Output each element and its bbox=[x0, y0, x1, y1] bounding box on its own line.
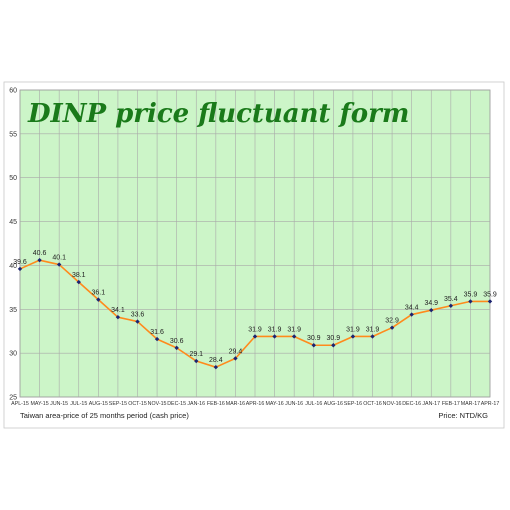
data-point bbox=[56, 262, 62, 267]
y-tick-label: 40 bbox=[9, 263, 17, 270]
y-tick-label: 50 bbox=[9, 175, 17, 182]
data-label: 31.9 bbox=[248, 326, 262, 333]
data-point bbox=[96, 297, 101, 302]
data-point bbox=[37, 257, 42, 263]
data-label: 32.9 bbox=[385, 318, 399, 325]
x-tick-label: FEB-16 bbox=[207, 401, 225, 407]
data-point bbox=[233, 356, 238, 361]
x-tick-label: FEB-17 bbox=[442, 401, 460, 407]
data-point bbox=[76, 279, 81, 285]
data-point bbox=[272, 334, 277, 339]
data-label: 28.4 bbox=[209, 357, 223, 364]
x-tick-label: APR-17 bbox=[481, 401, 500, 407]
data-labels: 39.6 40.6 40.1 38.1 36.1 34.1 33.6 31.6 30.6 29.1… bbox=[13, 250, 497, 364]
y-tick-label: 30 bbox=[9, 351, 17, 358]
x-tick-label: AUG-15 bbox=[89, 401, 108, 407]
data-label: 40.1 bbox=[52, 255, 66, 262]
y-tick-label: 55 bbox=[9, 131, 17, 138]
series-markers bbox=[17, 257, 493, 370]
x-tick-label: DEC-15 bbox=[167, 401, 186, 407]
x-tick-label: NOV-15 bbox=[148, 401, 167, 407]
x-tick-label: OCT-15 bbox=[128, 401, 147, 407]
data-label: 35.9 bbox=[464, 291, 478, 298]
y-axis-title: Price: NTD/KG bbox=[438, 411, 488, 420]
x-tick-label: MAY-16 bbox=[265, 401, 283, 407]
x-tick-label: OCT-16 bbox=[363, 401, 382, 407]
x-tick-label: JUL-15 bbox=[70, 401, 87, 407]
y-tick-label: 35 bbox=[9, 307, 17, 314]
data-point bbox=[213, 364, 219, 370]
y-tick-label: 60 bbox=[9, 88, 17, 95]
x-tick-label: DEC-16 bbox=[402, 401, 421, 407]
data-label: 31.9 bbox=[346, 326, 360, 333]
data-label: 29.4 bbox=[229, 348, 243, 355]
x-tick-label: JAN-17 bbox=[422, 401, 440, 407]
x-tick-label: JUL-16 bbox=[305, 401, 322, 407]
data-label: 34.9 bbox=[424, 300, 438, 307]
x-tick-label: MAR-17 bbox=[461, 401, 480, 407]
data-label: 35.9 bbox=[483, 291, 497, 298]
data-label: 35.4 bbox=[444, 296, 458, 303]
data-point bbox=[370, 334, 375, 339]
data-point bbox=[252, 334, 258, 339]
x-tick-label: JUN-15 bbox=[50, 401, 68, 407]
x-axis-ticks: APL-15 MAY-15 JUN-15 JUL-15 AUG-15 SEP-15 OCT-… bbox=[11, 401, 499, 407]
x-tick-label: SEP-16 bbox=[344, 401, 362, 407]
chart-title: DINP price fluctuant form bbox=[27, 99, 409, 129]
data-label: 34.4 bbox=[405, 305, 419, 312]
data-label: 34.1 bbox=[111, 307, 125, 314]
x-tick-label: APL-15 bbox=[11, 401, 29, 407]
data-label: 30.9 bbox=[307, 335, 321, 342]
x-tick-label: JUN-16 bbox=[285, 401, 303, 407]
data-point bbox=[487, 299, 493, 304]
data-point bbox=[311, 343, 316, 348]
data-point bbox=[154, 336, 160, 342]
x-tick-label: APR-16 bbox=[246, 401, 265, 407]
data-label: 31.9 bbox=[268, 326, 282, 333]
x-tick-label: JAN-16 bbox=[187, 401, 205, 407]
data-point bbox=[448, 303, 454, 308]
data-point bbox=[135, 319, 140, 324]
data-point bbox=[429, 307, 434, 313]
x-axis-title: Taiwan area-price of 25 months period (c… bbox=[20, 411, 189, 420]
x-tick-label: MAY-15 bbox=[30, 401, 48, 407]
x-tick-label: SEP-15 bbox=[109, 401, 127, 407]
data-point bbox=[468, 299, 473, 304]
data-label: 33.6 bbox=[131, 312, 145, 319]
data-point bbox=[194, 358, 199, 364]
x-tick-label: NOV-16 bbox=[383, 401, 402, 407]
data-label: 30.9 bbox=[327, 335, 341, 342]
y-axis-ticks: 25 30 35 40 45 50 55 60 bbox=[9, 88, 17, 402]
data-point bbox=[389, 325, 395, 330]
y-tick-label: 25 bbox=[9, 395, 17, 402]
data-point bbox=[331, 343, 336, 348]
y-tick-label: 45 bbox=[9, 219, 17, 226]
data-point bbox=[291, 334, 297, 339]
data-point bbox=[409, 312, 414, 317]
data-point bbox=[350, 334, 356, 339]
data-label: 29.1 bbox=[189, 351, 203, 358]
data-point bbox=[174, 345, 179, 351]
gridlines bbox=[19, 89, 491, 398]
data-label: 31.9 bbox=[287, 326, 301, 333]
data-label: 30.6 bbox=[170, 338, 184, 345]
data-point bbox=[115, 314, 121, 320]
data-label: 31.6 bbox=[150, 329, 164, 336]
data-label: 40.6 bbox=[33, 250, 47, 257]
data-label: 38.1 bbox=[72, 272, 86, 279]
data-point bbox=[17, 266, 23, 272]
data-label: 39.6 bbox=[13, 259, 27, 266]
x-tick-label: MAR-16 bbox=[226, 401, 245, 407]
x-tick-label: AUG-16 bbox=[324, 401, 343, 407]
data-label: 31.9 bbox=[366, 326, 380, 333]
data-label: 36.1 bbox=[92, 290, 106, 297]
